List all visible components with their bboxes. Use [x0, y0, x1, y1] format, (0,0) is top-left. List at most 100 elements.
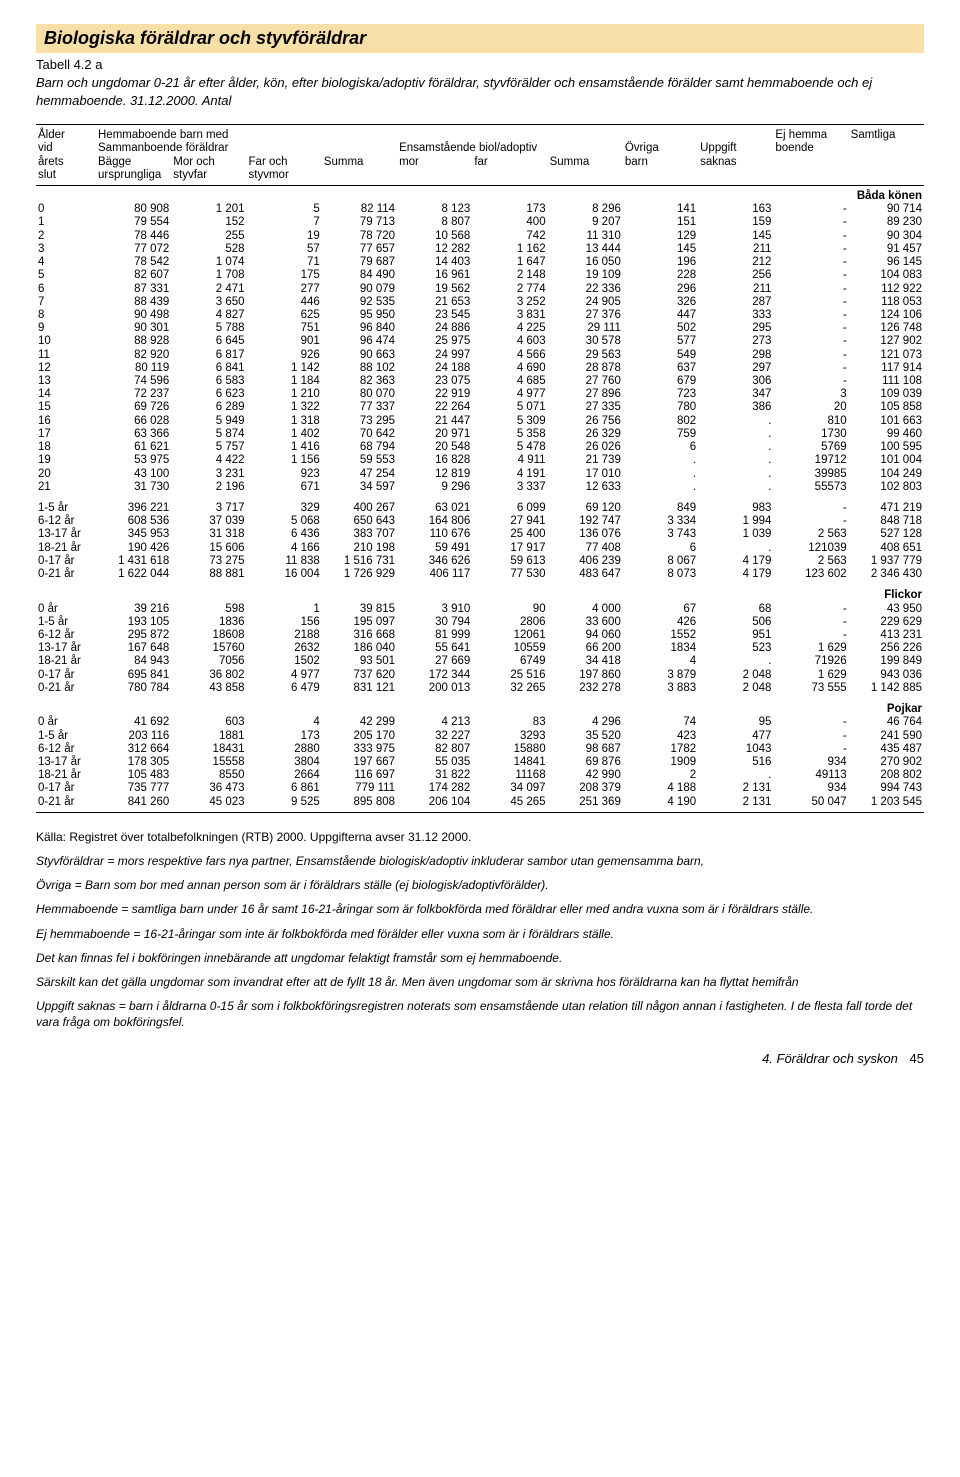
data-cell: 112 922 [849, 283, 924, 296]
data-cell: 212 [698, 256, 773, 269]
data-cell: 78 446 [96, 230, 171, 243]
data-cell: 15558 [171, 756, 246, 769]
data-cell: - [773, 616, 848, 629]
table-label: Tabell 4.2 a [36, 57, 924, 72]
data-cell: 5 874 [171, 428, 246, 441]
data-cell: . [623, 468, 698, 481]
data-cell: 73 275 [171, 555, 246, 568]
data-cell: 13-17 år [36, 756, 96, 769]
data-cell: 46 764 [849, 716, 924, 729]
data-cell: 16 050 [548, 256, 623, 269]
header-cell [322, 169, 397, 182]
data-cell: 79 687 [322, 256, 397, 269]
data-cell: 4 213 [397, 716, 472, 729]
data-cell: 69 120 [548, 502, 623, 515]
data-cell: 20 [773, 401, 848, 414]
data-cell: 406 239 [548, 555, 623, 568]
data-cell: 0-21 år [36, 682, 96, 695]
data-cell: 1 142 885 [849, 682, 924, 695]
data-cell: 96 145 [849, 256, 924, 269]
data-cell: 3 [773, 388, 848, 401]
data-cell: 1 184 [247, 375, 322, 388]
data-cell: 477 [698, 730, 773, 743]
data-cell: 73 295 [322, 415, 397, 428]
data-cell: 36 473 [171, 782, 246, 795]
data-cell: 34 597 [322, 481, 397, 494]
data-cell: 603 [171, 716, 246, 729]
data-cell: 8 067 [623, 555, 698, 568]
data-cell: 77 337 [322, 401, 397, 414]
data-cell: 1836 [171, 616, 246, 629]
data-cell: 598 [171, 603, 246, 616]
table-row: 0-17 år1 431 61873 27511 8381 516 731346… [36, 555, 924, 568]
data-cell: 256 [698, 269, 773, 282]
data-cell: 151 [623, 216, 698, 229]
data-cell: 117 914 [849, 362, 924, 375]
table-row: 6-12 år295 872186082188316 66881 9991206… [36, 629, 924, 642]
data-cell: 810 [773, 415, 848, 428]
data-cell: 2 148 [472, 269, 547, 282]
data-cell: 47 254 [322, 468, 397, 481]
data-cell: 32 265 [472, 682, 547, 695]
data-cell: . [623, 454, 698, 467]
data-cell: 90 663 [322, 349, 397, 362]
data-cell: 10559 [472, 642, 547, 655]
data-cell: 13 444 [548, 243, 623, 256]
data-cell: 3 879 [623, 669, 698, 682]
table-row: 1374 5966 5831 18482 36323 0754 68527 76… [36, 375, 924, 388]
data-cell: 502 [623, 322, 698, 335]
table-row: 2043 1003 23192347 25412 8194 19117 010.… [36, 468, 924, 481]
data-cell: - [773, 230, 848, 243]
table-row: 582 6071 70817584 49016 9612 14819 10922… [36, 269, 924, 282]
data-cell: 1730 [773, 428, 848, 441]
data-cell: 193 105 [96, 616, 171, 629]
table-row: 6-12 år608 53637 0395 068650 643164 8062… [36, 515, 924, 528]
data-cell: 27 376 [548, 309, 623, 322]
data-cell: - [773, 375, 848, 388]
data-cell: 18-21 år [36, 655, 96, 668]
data-cell: 8 807 [397, 216, 472, 229]
data-cell: 6 623 [171, 388, 246, 401]
data-cell: 6-12 år [36, 515, 96, 528]
data-cell: 25 400 [472, 528, 547, 541]
table-row: 13-17 år167 648157602632186 04055 641105… [36, 642, 924, 655]
data-cell: - [773, 603, 848, 616]
data-cell: 12 633 [548, 481, 623, 494]
data-cell: 89 230 [849, 216, 924, 229]
header-cell [247, 142, 322, 155]
data-cell: 1502 [247, 655, 322, 668]
header-cell: styvfar [171, 169, 246, 182]
data-cell: 15 606 [171, 542, 246, 555]
table-row: 1-5 år193 1051836156195 09730 794280633 … [36, 616, 924, 629]
footnote: Hemmaboende = samtliga barn under 16 år … [36, 901, 924, 917]
data-cell: 88 928 [96, 335, 171, 348]
data-cell: 1834 [623, 642, 698, 655]
data-cell: 5 309 [472, 415, 547, 428]
data-cell: 175 [247, 269, 322, 282]
data-cell: 20 [36, 468, 96, 481]
data-cell: 22 264 [397, 401, 472, 414]
header-cell: Samtliga [849, 129, 924, 142]
data-cell: 24 188 [397, 362, 472, 375]
data-cell: 105 483 [96, 769, 171, 782]
data-cell: 211 [698, 243, 773, 256]
data-cell: 6 289 [171, 401, 246, 414]
data-cell: 206 104 [397, 796, 472, 809]
data-cell: 55 035 [397, 756, 472, 769]
data-cell: 39 216 [96, 603, 171, 616]
table-row: 478 5421 0747179 68714 4031 64716 050196… [36, 256, 924, 269]
header-cell [698, 129, 773, 142]
group-heading-row: Flickor [36, 589, 924, 602]
data-cell: 30 578 [548, 335, 623, 348]
table-row: 0 år41 692603442 2994 213834 2967495-46 … [36, 716, 924, 729]
data-cell: 34 418 [548, 655, 623, 668]
data-cell: 0 år [36, 716, 96, 729]
data-cell: 2806 [472, 616, 547, 629]
data-cell: 1881 [171, 730, 246, 743]
data-cell: 109 039 [849, 388, 924, 401]
data-cell: 4 188 [623, 782, 698, 795]
data-cell: 27 335 [548, 401, 623, 414]
data-cell: 679 [623, 375, 698, 388]
data-cell: - [773, 269, 848, 282]
data-cell: 23 075 [397, 375, 472, 388]
